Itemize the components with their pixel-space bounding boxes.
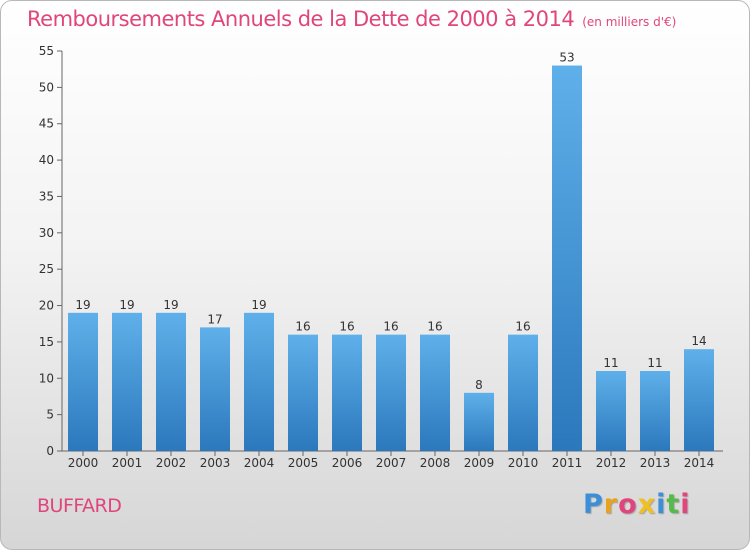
logo-letter: i bbox=[680, 489, 691, 520]
x-tick-label-2000: 2000 bbox=[68, 456, 99, 470]
bar-2005 bbox=[288, 334, 318, 451]
bar-2014 bbox=[684, 349, 714, 451]
y-tick-label: 30 bbox=[39, 226, 54, 240]
bar-2012 bbox=[596, 371, 626, 451]
data-label-2002: 19 bbox=[163, 298, 178, 312]
x-tick-label-2005: 2005 bbox=[288, 456, 319, 470]
data-label-2012: 11 bbox=[603, 356, 618, 370]
data-label-2005: 16 bbox=[295, 320, 310, 334]
proxiti-logo: Proxiti bbox=[583, 489, 691, 520]
y-tick-label: 25 bbox=[39, 262, 54, 276]
bar-2006 bbox=[332, 334, 362, 451]
x-tick-label-2009: 2009 bbox=[464, 456, 495, 470]
chart-subtitle: (en milliers d'€) bbox=[582, 15, 677, 29]
commune-name: BUFFARD bbox=[37, 495, 122, 517]
y-tick-label: 5 bbox=[46, 408, 54, 422]
data-label-2004: 19 bbox=[251, 298, 266, 312]
x-tick-label-2010: 2010 bbox=[508, 456, 539, 470]
data-label-2006: 16 bbox=[339, 320, 354, 334]
logo-letter: i bbox=[656, 489, 667, 520]
bar-2003 bbox=[200, 327, 230, 451]
bar-2000 bbox=[68, 312, 98, 451]
x-tick-label-2011: 2011 bbox=[552, 456, 583, 470]
bar-2002 bbox=[156, 312, 186, 451]
y-tick-label: 55 bbox=[39, 44, 54, 58]
bar-2007 bbox=[376, 334, 406, 451]
y-tick-label: 45 bbox=[39, 117, 54, 131]
x-tick-label-2003: 2003 bbox=[200, 456, 231, 470]
y-tick-label: 40 bbox=[39, 153, 54, 167]
logo-letter: r bbox=[603, 489, 619, 520]
data-label-2001: 19 bbox=[119, 298, 134, 312]
logo-letter: t bbox=[666, 489, 681, 520]
y-tick-label: 35 bbox=[39, 189, 54, 203]
data-label-2014: 14 bbox=[691, 334, 706, 348]
bar-2009 bbox=[464, 392, 494, 451]
bar-2008 bbox=[420, 334, 450, 451]
data-label-2008: 16 bbox=[427, 320, 442, 334]
logo-letter: x bbox=[637, 489, 657, 520]
y-tick-label: 15 bbox=[39, 335, 54, 349]
y-tick-label: 0 bbox=[46, 444, 54, 458]
data-label-2007: 16 bbox=[383, 320, 398, 334]
x-tick-label-2001: 2001 bbox=[112, 456, 143, 470]
x-tick-label-2014: 2014 bbox=[684, 456, 715, 470]
data-label-2011: 53 bbox=[559, 51, 574, 65]
data-label-2013: 11 bbox=[647, 356, 662, 370]
bar-2010 bbox=[508, 334, 538, 451]
x-tick-label-2013: 2013 bbox=[640, 456, 671, 470]
data-label-2003: 17 bbox=[207, 312, 222, 326]
x-tick-label-2002: 2002 bbox=[156, 456, 187, 470]
x-tick-label-2006: 2006 bbox=[332, 456, 363, 470]
bar-2011 bbox=[552, 65, 582, 451]
y-tick-label: 10 bbox=[39, 371, 54, 385]
y-tick-label: 50 bbox=[39, 80, 54, 94]
bar-2001 bbox=[112, 312, 142, 451]
logo-letter: o bbox=[618, 489, 638, 520]
logo-letter: P bbox=[583, 489, 604, 520]
x-tick-label-2007: 2007 bbox=[376, 456, 407, 470]
x-tick-label-2008: 2008 bbox=[420, 456, 451, 470]
y-tick-label: 20 bbox=[39, 299, 54, 313]
x-tick-label-2012: 2012 bbox=[596, 456, 627, 470]
x-tick-label-2004: 2004 bbox=[244, 456, 275, 470]
data-label-2009: 8 bbox=[475, 378, 483, 392]
chart-title: Remboursements Annuels de la Dette de 20… bbox=[27, 7, 677, 31]
data-label-2000: 19 bbox=[75, 298, 90, 312]
bar-2013 bbox=[640, 371, 670, 451]
bar-2004 bbox=[244, 312, 274, 451]
data-label-2010: 16 bbox=[515, 320, 530, 334]
